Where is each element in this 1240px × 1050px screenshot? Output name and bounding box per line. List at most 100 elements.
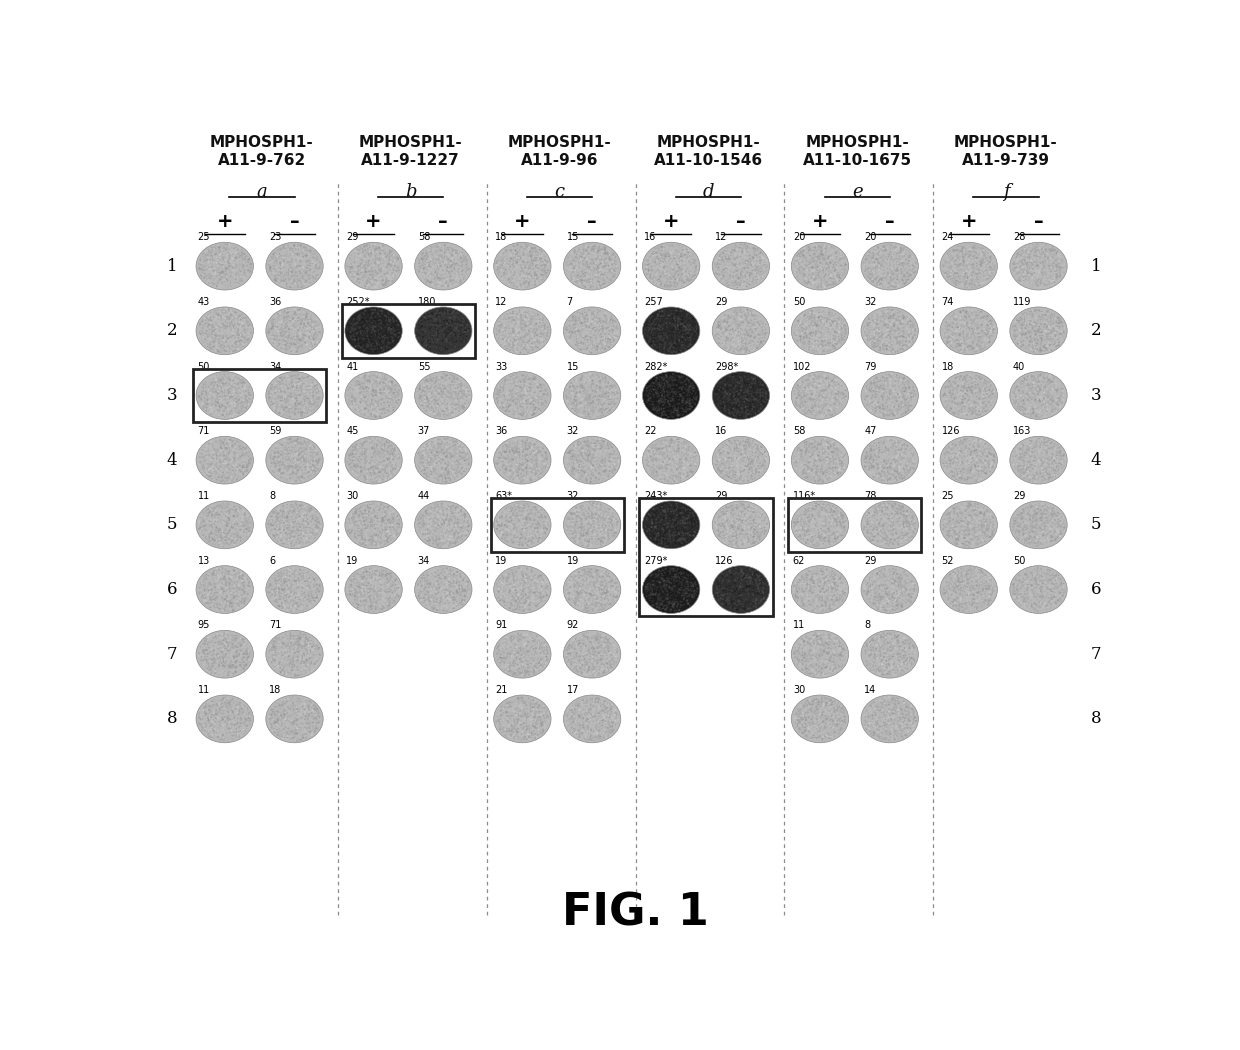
Point: [213, 690, 233, 707]
Point: [737, 504, 756, 521]
Point: [713, 454, 733, 470]
Point: [532, 635, 552, 652]
Point: [821, 313, 841, 330]
Point: [229, 589, 249, 606]
Point: [804, 699, 823, 716]
Point: [877, 578, 897, 594]
Point: [259, 390, 279, 406]
Point: [269, 310, 289, 327]
Point: [352, 261, 372, 278]
Point: [212, 307, 232, 323]
Point: [642, 583, 662, 600]
Point: [739, 532, 759, 549]
Point: [275, 664, 295, 680]
Point: [857, 720, 877, 737]
Point: [454, 571, 474, 588]
Point: [875, 335, 895, 352]
Point: [521, 303, 541, 320]
Point: [660, 372, 680, 388]
Point: [957, 334, 977, 351]
Point: [348, 469, 368, 486]
Point: [960, 457, 980, 474]
Point: [811, 324, 831, 341]
Point: [944, 329, 963, 345]
Point: [207, 511, 227, 528]
Point: [428, 268, 448, 285]
Point: [425, 394, 445, 411]
Point: [732, 438, 751, 455]
Point: [224, 303, 244, 320]
Point: [1023, 236, 1043, 253]
Point: [724, 256, 744, 273]
Point: [568, 581, 588, 597]
Point: [723, 468, 743, 485]
Point: [795, 399, 815, 416]
Point: [735, 562, 755, 579]
Point: [498, 722, 518, 739]
Point: [655, 572, 675, 589]
Point: [594, 729, 614, 746]
Point: [281, 632, 301, 649]
Point: [577, 443, 596, 460]
Point: [538, 581, 558, 597]
Point: [878, 245, 898, 261]
Point: [280, 256, 300, 273]
Point: [534, 334, 554, 351]
Point: [444, 377, 464, 394]
Point: [366, 447, 386, 464]
Point: [582, 526, 601, 543]
Point: [1034, 523, 1054, 540]
Point: [795, 314, 815, 331]
Point: [1030, 588, 1050, 605]
Point: [363, 328, 383, 344]
Point: [226, 400, 246, 417]
Point: [238, 386, 258, 403]
Point: [210, 496, 229, 512]
Point: [410, 312, 430, 329]
Point: [377, 341, 397, 358]
Point: [510, 518, 529, 534]
Point: [883, 513, 903, 530]
Point: [279, 397, 299, 414]
Point: [283, 447, 303, 464]
Point: [232, 252, 252, 269]
Point: [791, 709, 811, 726]
Point: [645, 533, 665, 550]
Point: [500, 399, 520, 416]
Point: [414, 383, 434, 400]
Point: [961, 497, 981, 513]
Point: [210, 598, 229, 615]
Point: [200, 528, 219, 545]
Point: [273, 340, 293, 357]
Point: [370, 565, 389, 582]
Point: [966, 573, 986, 590]
Point: [508, 469, 528, 486]
Point: [1044, 399, 1064, 416]
Point: [347, 385, 367, 402]
Point: [522, 591, 542, 608]
Point: [498, 468, 518, 485]
Point: [1022, 457, 1042, 474]
Point: [418, 565, 438, 582]
Point: [522, 256, 542, 273]
Point: [432, 594, 451, 611]
Point: [723, 499, 743, 516]
Point: [897, 391, 916, 407]
Point: [270, 248, 290, 265]
Point: [720, 591, 740, 608]
Point: [580, 236, 600, 253]
Point: [718, 378, 738, 395]
Point: [201, 527, 221, 544]
Point: [587, 379, 606, 396]
Point: [413, 592, 433, 609]
Point: [957, 328, 977, 344]
Point: [301, 328, 321, 344]
Point: [728, 382, 748, 399]
Point: [949, 563, 968, 580]
Point: [343, 316, 363, 333]
Point: [279, 316, 299, 333]
Point: [345, 376, 365, 393]
Point: [880, 328, 900, 344]
Point: [680, 374, 699, 391]
Point: [357, 441, 377, 458]
